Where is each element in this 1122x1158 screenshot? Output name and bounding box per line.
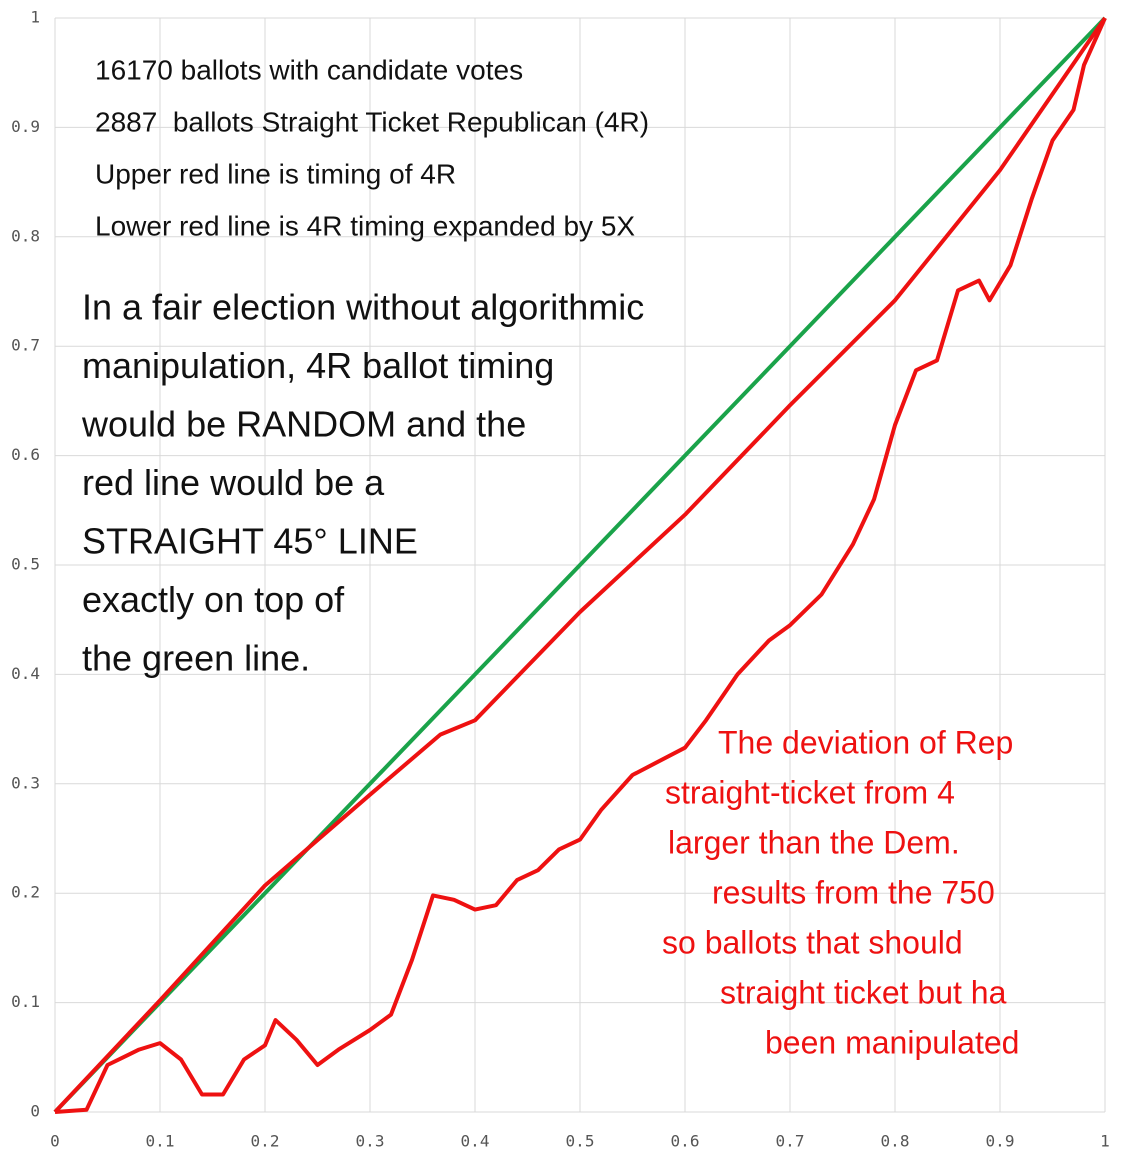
annotation: so ballots that should — [662, 924, 963, 960]
y-tick-label: 0.5 — [11, 555, 40, 574]
y-tick-label: 0.2 — [11, 883, 40, 902]
data-line — [53, 16, 1107, 1114]
y-tick-label: 0.4 — [11, 664, 40, 683]
y-tick-label: 0.7 — [11, 336, 40, 355]
annotation: Upper red line is timing of 4R — [95, 158, 456, 189]
annotation: STRAIGHT 45° LINE — [82, 521, 418, 562]
y-tick-label: 0.8 — [11, 226, 40, 245]
annotation: manipulation, 4R ballot timing — [82, 345, 554, 386]
annotation: Lower red line is 4R timing expanded by … — [95, 210, 635, 241]
x-tick-label: 0.4 — [461, 1132, 490, 1151]
annotation: straight ticket but ha — [720, 974, 1007, 1010]
x-tick-label: 0.2 — [251, 1132, 280, 1151]
x-tick-label: 1 — [1100, 1132, 1110, 1151]
y-tick-label: 0 — [30, 1102, 40, 1121]
x-tick-label: 0.6 — [671, 1132, 700, 1151]
y-tick-label: 0.9 — [11, 117, 40, 136]
annotation: red line would be a — [82, 462, 385, 503]
x-tick-label: 0.1 — [146, 1132, 175, 1151]
x-tick-label: 0.7 — [776, 1132, 805, 1151]
x-tick-label: 0.9 — [986, 1132, 1015, 1151]
x-tick-label: 0.5 — [566, 1132, 595, 1151]
annotation: 2887 ballots Straight Ticket Republican … — [95, 106, 649, 137]
annotation: 16170 ballots with candidate votes — [95, 54, 523, 85]
annotation: The deviation of Rep — [718, 724, 1013, 760]
annotation: straight-ticket from 4 — [665, 774, 955, 810]
x-tick-label: 0 — [50, 1132, 60, 1151]
annotation: been manipulated — [765, 1024, 1019, 1060]
annotation: results from the 750 — [712, 874, 995, 910]
y-tick-label: 0.3 — [11, 773, 40, 792]
x-tick-label: 0.3 — [356, 1132, 385, 1151]
annotation: the green line. — [82, 638, 310, 679]
data-line — [53, 16, 1107, 1114]
annotation: larger than the Dem. — [668, 824, 960, 860]
annotation: would be RANDOM and the — [81, 404, 526, 445]
y-tick-label: 0.1 — [11, 992, 40, 1011]
y-tick-label: 0.6 — [11, 445, 40, 464]
annotation: In a fair election without algorithmic — [82, 287, 644, 328]
x-tick-label: 0.8 — [881, 1132, 910, 1151]
annotation: exactly on top of — [82, 579, 345, 620]
data-line — [54, 17, 1107, 1114]
y-tick-label: 1 — [30, 8, 40, 27]
